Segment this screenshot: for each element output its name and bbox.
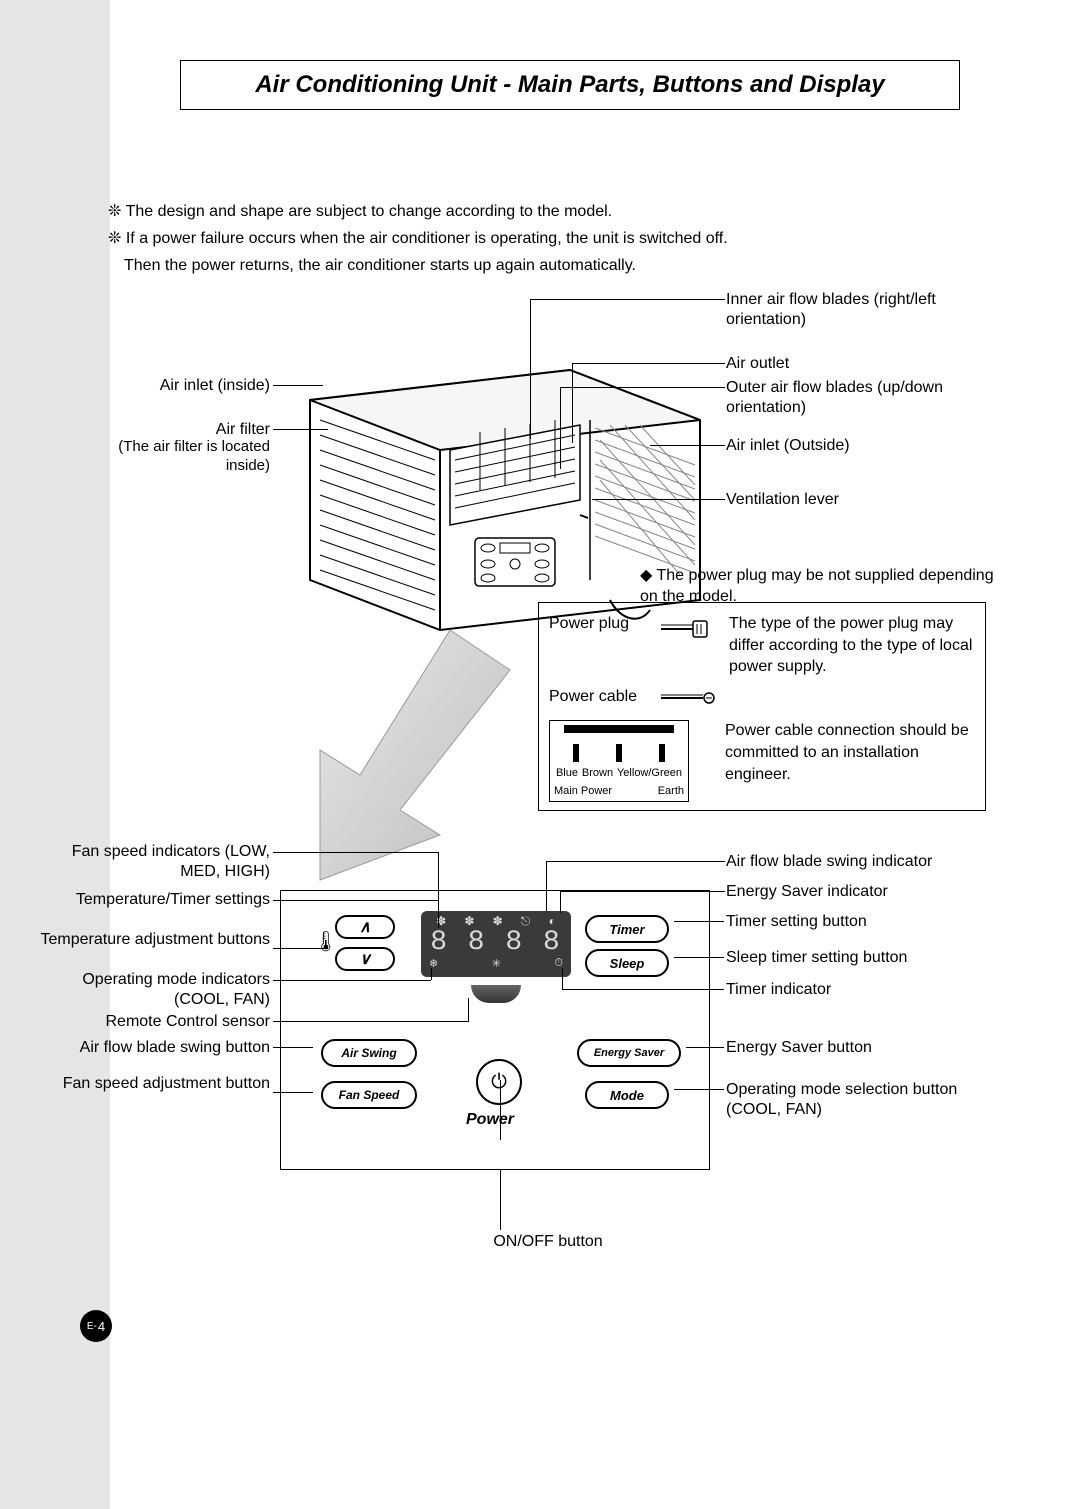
label-fan-speed-ind: Fan speed indicators (LOW, MED, HIGH)	[60, 842, 270, 882]
label-air-filter-note: (The air filter is located inside)	[80, 438, 270, 476]
page-title: Air Conditioning Unit - Main Parts, Butt…	[180, 60, 960, 110]
label-outer-blades: Outer air flow blades (up/down orientati…	[726, 378, 986, 418]
note-1: ❊ The design and shape are subject to ch…	[108, 200, 978, 223]
temp-down-button[interactable]: ∨	[335, 947, 395, 971]
label-onoff: ON/OFF button	[448, 1232, 648, 1252]
label-temp-adj: Temperature adjustment buttons	[40, 930, 270, 950]
note-3: Then the power returns, the air conditio…	[108, 254, 978, 277]
label-air-filter: Air filter	[80, 420, 270, 440]
fan-speed-button[interactable]: Fan Speed	[321, 1081, 417, 1109]
temp-up-button[interactable]: ∧	[335, 915, 395, 939]
label-remote-sensor: Remote Control sensor	[60, 1012, 270, 1032]
timer-button[interactable]: Timer	[585, 915, 669, 943]
note-2: ❊ If a power failure occurs when the air…	[108, 227, 978, 250]
label-es-ind: Energy Saver indicator	[726, 882, 986, 902]
label-fan-adj: Fan speed adjustment button	[40, 1074, 270, 1094]
zoom-arrow-icon	[250, 610, 530, 890]
power-button-label: Power	[466, 1111, 514, 1129]
remote-sensor	[471, 985, 521, 1003]
wire-color-brown: Brown	[582, 766, 613, 781]
page-digit: 4	[98, 1319, 105, 1334]
label-swing-ind: Air flow blade swing indicator	[726, 852, 986, 872]
label-swing-btn: Air flow blade swing button	[40, 1038, 270, 1058]
wire-earth: Earth	[658, 784, 684, 799]
wire-color-yg: Yellow/Green	[617, 766, 682, 781]
page-number: E-4	[80, 1310, 112, 1342]
label-air-inlet-inside: Air inlet (inside)	[80, 376, 270, 396]
label-op-mode-ind: Operating mode indicators (COOL, FAN)	[40, 970, 270, 1010]
label-temp-timer: Temperature/Timer settings	[60, 890, 270, 910]
power-button[interactable]: ⏻	[476, 1059, 522, 1105]
label-sleep-btn: Sleep timer setting button	[726, 948, 986, 968]
plug-icon	[649, 613, 729, 648]
label-timer-ind: Timer indicator	[726, 980, 986, 1000]
display-digits: 8 8 8 8	[421, 929, 571, 957]
page-prefix: E-	[87, 1321, 97, 1332]
energy-saver-button[interactable]: Energy Saver	[577, 1039, 681, 1067]
thermometer-icon: 🌡	[313, 929, 338, 954]
fan-mode-icon: ✳	[492, 957, 501, 970]
lcd-display: ✽ ✽ ✽ ⎋ ◐ 8 8 8 8 ❄ ✳ ⏱	[421, 911, 571, 977]
wire-diagram: Blue Brown Yellow/Green Main Power Earth	[549, 720, 689, 802]
power-conn-text: Power cable connection should be committ…	[717, 720, 975, 802]
wire-color-blue: Blue	[556, 766, 578, 781]
cable-icon	[649, 686, 729, 713]
power-info-box: Power plug The type of the power plug ma…	[538, 602, 986, 811]
label-inner-blades: Inner air flow blades (right/left orient…	[726, 290, 976, 330]
power-plug-label: Power plug	[549, 613, 649, 635]
label-es-btn: Energy Saver button	[726, 1038, 986, 1058]
label-mode-btn: Operating mode selection button (COOL, F…	[726, 1080, 996, 1120]
mode-button[interactable]: Mode	[585, 1081, 669, 1109]
power-plug-text: The type of the power plug may differ ac…	[729, 613, 975, 678]
label-timer-btn: Timer setting button	[726, 912, 986, 932]
sleep-button[interactable]: Sleep	[585, 949, 669, 977]
sidebar-margin	[0, 0, 110, 1509]
wire-main-power: Main Power	[554, 784, 612, 799]
air-swing-button[interactable]: Air Swing	[321, 1039, 417, 1067]
label-air-outlet: Air outlet	[726, 354, 976, 374]
notes-block: ❊ The design and shape are subject to ch…	[108, 200, 978, 282]
power-cable-label: Power cable	[549, 686, 649, 708]
label-air-inlet-outside: Air inlet (Outside)	[726, 436, 976, 456]
control-panel: 🌡 ∧ ∨ ✽ ✽ ✽ ⎋ ◐ 8 8 8 8 ❄ ✳ ⏱ Timer Slee…	[280, 890, 710, 1170]
label-vent-lever: Ventilation lever	[726, 490, 976, 510]
